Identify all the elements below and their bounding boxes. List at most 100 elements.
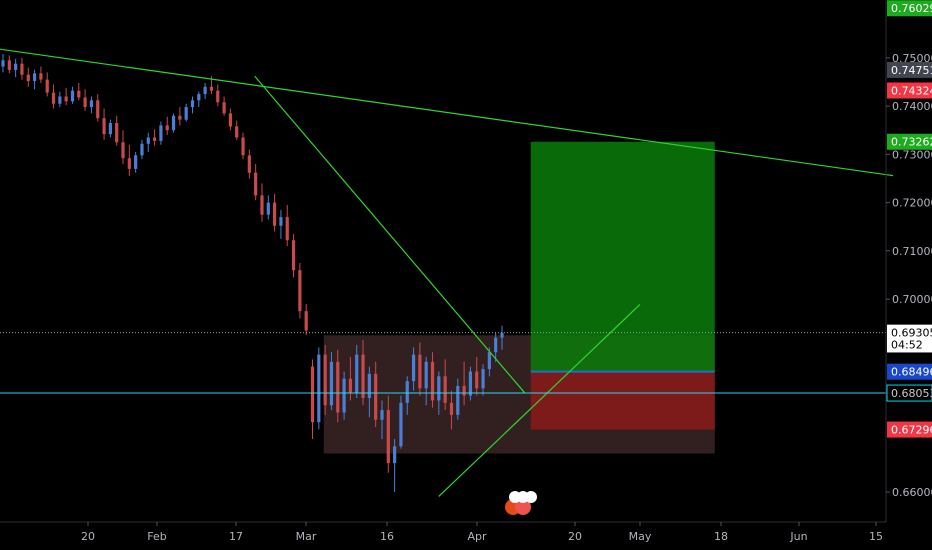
candle — [64, 87, 68, 106]
svg-text:0.74751: 0.74751 — [891, 64, 932, 77]
candle — [77, 82, 81, 101]
candle — [374, 361, 378, 427]
candle — [127, 144, 131, 177]
candle — [462, 361, 466, 406]
candle — [32, 69, 37, 90]
svg-text:0.67296: 0.67296 — [891, 424, 932, 437]
price-tag: 0.73262 — [887, 133, 932, 150]
candle — [323, 344, 327, 415]
watermark-logo: 2 2 6 — [505, 491, 537, 515]
candle — [20, 57, 24, 80]
candle — [273, 193, 277, 232]
candle — [254, 164, 258, 201]
price-tag: 04:52 — [887, 336, 932, 353]
candle — [39, 66, 43, 83]
candle — [304, 303, 308, 336]
candle — [178, 107, 182, 126]
candle — [45, 72, 49, 97]
svg-text:0.76029: 0.76029 — [891, 2, 932, 15]
candle — [481, 364, 485, 396]
trendline — [0, 48, 894, 177]
candle — [405, 376, 409, 415]
candle — [89, 96, 94, 114]
x-tick-label: 20 — [81, 530, 95, 543]
candle — [228, 108, 232, 131]
candle — [235, 120, 239, 140]
candle — [411, 347, 416, 391]
trendline — [254, 75, 526, 394]
candle — [399, 395, 403, 449]
price-tag: 0.76029 — [887, 0, 932, 17]
price-tag: 0.67296 — [887, 421, 932, 438]
candle — [468, 366, 473, 401]
trendline — [438, 303, 641, 497]
candle — [449, 390, 454, 430]
candle — [430, 352, 435, 408]
stop-loss-zone — [530, 371, 715, 430]
candle — [171, 113, 176, 133]
candle — [190, 96, 195, 114]
candle — [102, 108, 106, 140]
candle — [443, 359, 447, 411]
x-tick-label: 17 — [229, 530, 243, 543]
candle — [134, 151, 138, 173]
svg-text:2: 2 — [512, 493, 518, 503]
x-tick-label: 20 — [568, 530, 582, 543]
take-profit-zone — [530, 141, 715, 372]
candle — [266, 195, 270, 220]
svg-text:04:52: 04:52 — [891, 338, 923, 351]
price-tag: 0.74751 — [887, 61, 932, 78]
price-tag: 0.68053 — [886, 384, 932, 402]
candle — [279, 209, 283, 239]
candle — [342, 371, 346, 420]
candle — [14, 58, 18, 78]
svg-text:6: 6 — [528, 493, 534, 503]
x-tick-label: May — [629, 530, 652, 543]
candle — [152, 129, 157, 146]
candles — [1, 54, 504, 493]
position-zones — [530, 141, 715, 430]
candle — [500, 325, 504, 350]
svg-text:0.69305: 0.69305 — [891, 327, 932, 340]
candle — [1, 54, 5, 73]
candle — [424, 357, 428, 406]
candle — [393, 439, 397, 493]
candle — [96, 94, 100, 122]
candle — [329, 352, 334, 411]
candle — [146, 132, 150, 152]
x-tick-label: Mar — [296, 530, 317, 543]
candle — [317, 347, 321, 430]
candle — [336, 349, 340, 423]
candle — [241, 132, 245, 160]
candle — [247, 149, 251, 179]
price-tag: 0.74324 — [887, 82, 932, 99]
x-tick-label: 18 — [714, 530, 728, 543]
candle — [291, 233, 296, 278]
x-tick-label: Jun — [789, 530, 807, 543]
candle — [216, 84, 220, 107]
svg-text:0.74324: 0.74324 — [891, 85, 932, 98]
candle — [310, 359, 315, 440]
candle — [203, 82, 207, 99]
candle — [418, 342, 422, 396]
candle — [184, 103, 188, 122]
candle — [159, 121, 163, 145]
x-tick-label: 15 — [869, 530, 883, 543]
svg-text:0.73262: 0.73262 — [891, 136, 932, 149]
candle — [26, 67, 30, 87]
candle — [140, 139, 144, 160]
svg-text:2: 2 — [520, 493, 526, 503]
candle — [361, 340, 365, 406]
candle — [197, 91, 201, 108]
candle — [456, 378, 460, 420]
